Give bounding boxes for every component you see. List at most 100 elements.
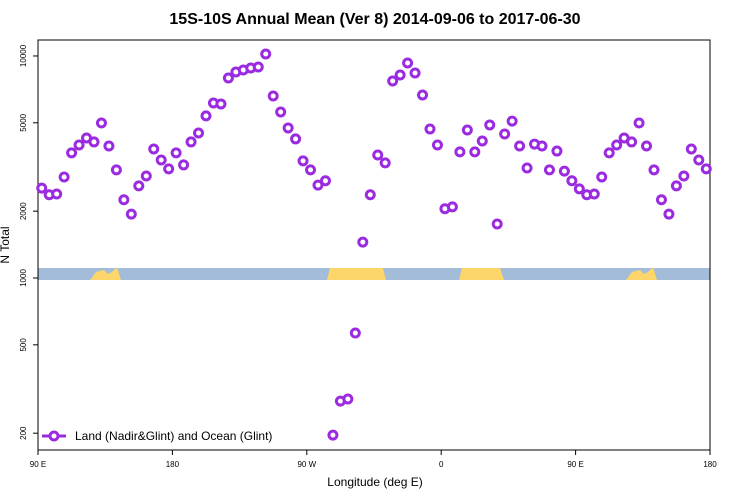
- data-point: [140, 170, 152, 182]
- data-point: [514, 140, 526, 152]
- data-point: [252, 61, 264, 73]
- data-point: [663, 208, 675, 220]
- data-point: [506, 115, 518, 127]
- data-point: [566, 175, 578, 187]
- data-point: [588, 188, 600, 200]
- data-point: [603, 147, 615, 159]
- data-point: [484, 119, 496, 131]
- data-point: [51, 188, 63, 200]
- plot-frame: [37, 39, 711, 451]
- x-tick-label: 90 E: [30, 460, 46, 469]
- data-point: [700, 163, 712, 175]
- legend: Land (Nadir&Glint) and Ocean (Glint): [42, 429, 272, 443]
- x-tick-label: 180: [703, 460, 717, 469]
- data-point: [327, 429, 339, 441]
- data-point: [170, 147, 182, 159]
- chart-title: 15S-10S Annual Mean (Ver 8) 2014-09-06 t…: [169, 11, 580, 28]
- data-point: [185, 136, 197, 148]
- data-point: [163, 163, 175, 175]
- data-point: [454, 146, 466, 158]
- x-tick-label: 90 W: [297, 460, 316, 469]
- data-point: [118, 194, 130, 206]
- data-point: [357, 236, 369, 248]
- land-area: [90, 267, 121, 280]
- data-point: [275, 106, 287, 118]
- data-point: [110, 164, 122, 176]
- data-point: [558, 165, 570, 177]
- data-point: [305, 164, 317, 176]
- data-point: [193, 127, 205, 139]
- land-area: [327, 268, 386, 280]
- data-point: [133, 180, 145, 192]
- legend-marker: [48, 430, 60, 442]
- data-point: [125, 208, 137, 220]
- data-point: [648, 164, 660, 176]
- data-point: [469, 146, 481, 158]
- data-point: [491, 218, 503, 230]
- data-point: [178, 159, 190, 171]
- data-point: [267, 90, 279, 102]
- data-point: [95, 117, 107, 129]
- data-point: [88, 136, 100, 148]
- legend-label: Land (Nadir&Glint) and Ocean (Glint): [75, 429, 272, 443]
- data-point: [424, 123, 436, 135]
- data-point: [222, 72, 234, 84]
- data-point: [297, 155, 309, 167]
- data-point: [461, 124, 473, 136]
- data-point: [36, 182, 48, 194]
- data-point: [633, 117, 645, 129]
- data-point: [66, 147, 78, 159]
- data-point: [282, 122, 294, 134]
- y-tick-label: 5000: [19, 113, 28, 131]
- data-point: [678, 170, 690, 182]
- x-tick-label: 180: [166, 460, 180, 469]
- land-mask: [38, 267, 710, 280]
- data-point: [431, 139, 443, 151]
- data-point: [200, 110, 212, 122]
- data-point: [58, 171, 70, 183]
- x-axis-label: Longitude (deg E): [327, 475, 422, 489]
- data-point: [670, 180, 682, 192]
- data-point: [148, 143, 160, 155]
- y-tick-label: 2000: [19, 202, 28, 220]
- data-point: [409, 67, 421, 79]
- data-point: [379, 157, 391, 169]
- data-point: [290, 133, 302, 145]
- data-point: [641, 140, 653, 152]
- data-point: [103, 140, 115, 152]
- data-point: [387, 75, 399, 87]
- data-point: [551, 145, 563, 157]
- data-point: [543, 164, 555, 176]
- data-point: [626, 136, 638, 148]
- data-point: [394, 69, 406, 81]
- y-tick-label: 10000: [19, 44, 28, 67]
- land-area: [626, 267, 657, 280]
- data-point: [611, 139, 623, 151]
- data-point: [260, 48, 272, 60]
- data-point: [342, 393, 354, 405]
- data-point: [521, 162, 533, 174]
- data-point: [372, 149, 384, 161]
- x-tick-label: 90 E: [567, 460, 583, 469]
- data-point: [417, 89, 429, 101]
- data-point: [364, 189, 376, 201]
- data-point: [476, 135, 488, 147]
- data-point: [155, 154, 167, 166]
- data-point: [446, 201, 458, 213]
- data-point: [693, 154, 705, 166]
- x-tick-label: 0: [439, 460, 444, 469]
- data-point: [312, 179, 324, 191]
- data-point: [73, 139, 85, 151]
- land-area: [459, 268, 504, 280]
- data-point: [655, 194, 667, 206]
- data-point: [536, 140, 548, 152]
- data-point: [499, 128, 511, 140]
- y-tick-label: 500: [19, 338, 28, 352]
- y-tick-label: 200: [19, 426, 28, 440]
- data-point: [573, 183, 585, 195]
- y-axis-label: N Total: [0, 226, 12, 263]
- data-point: [596, 171, 608, 183]
- data-point: [349, 327, 361, 339]
- y-tick-label: 1000: [19, 269, 28, 287]
